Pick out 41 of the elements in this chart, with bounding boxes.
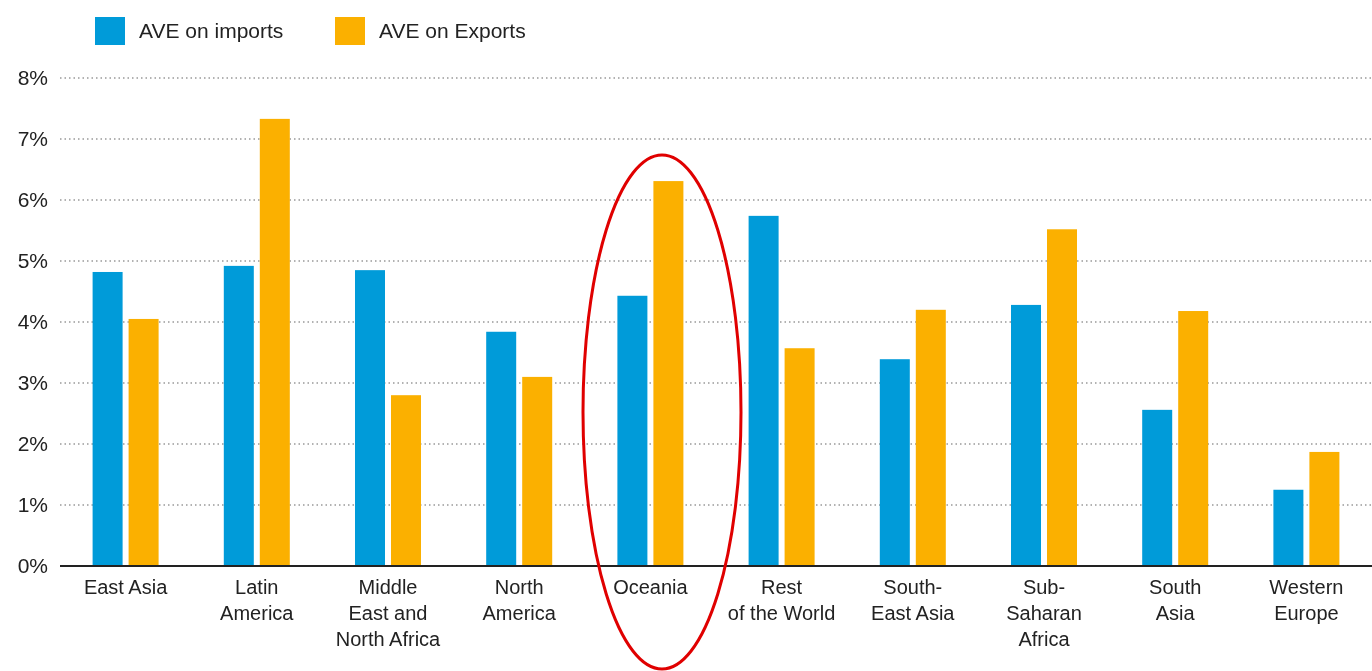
y-tick-label: 3% [17, 371, 48, 395]
bar [92, 271, 123, 566]
bar [391, 395, 421, 566]
bar [355, 270, 385, 566]
legend-label: AVE on Exports [379, 19, 526, 43]
bar [1011, 304, 1041, 566]
bar [1309, 451, 1340, 566]
y-tick-label: 4% [17, 310, 48, 334]
x-tick-label: Latin America [220, 576, 295, 624]
bar [1142, 409, 1173, 566]
bar [653, 181, 684, 566]
bar [486, 331, 517, 566]
y-tick-label: 8% [17, 66, 48, 90]
bar [1273, 489, 1304, 566]
bar [223, 265, 254, 566]
x-tick-label: East Asia [83, 576, 169, 598]
x-tick-label: North America [482, 576, 557, 624]
x-tick-label: South-East Asia [871, 576, 956, 624]
bar [748, 215, 779, 566]
y-tick-label: 6% [17, 188, 48, 212]
bar [1178, 311, 1209, 566]
y-tick-label: 5% [17, 249, 48, 273]
bar [784, 348, 815, 566]
bar [1047, 229, 1077, 566]
x-tick-label: Middle East and North Africa [335, 576, 442, 650]
legend-label: AVE on imports [139, 19, 284, 43]
y-tick-label: 2% [17, 432, 48, 456]
x-tick-label: South Asia [1149, 576, 1202, 624]
y-tick-label: 0% [17, 554, 48, 578]
x-tick-label: Rest of the World [727, 576, 836, 624]
y-tick-label: 1% [17, 493, 48, 517]
x-tick-label: Western Europe [1269, 576, 1344, 624]
bar [617, 295, 648, 566]
x-tick-label: Oceania [613, 576, 689, 598]
x-tick-label: Sub-Saharan Africa [1006, 576, 1082, 650]
bar [879, 359, 910, 566]
bar [259, 118, 290, 566]
bar [915, 309, 946, 566]
y-tick-label: 7% [17, 127, 48, 151]
bar [522, 376, 553, 566]
bar [128, 318, 159, 566]
